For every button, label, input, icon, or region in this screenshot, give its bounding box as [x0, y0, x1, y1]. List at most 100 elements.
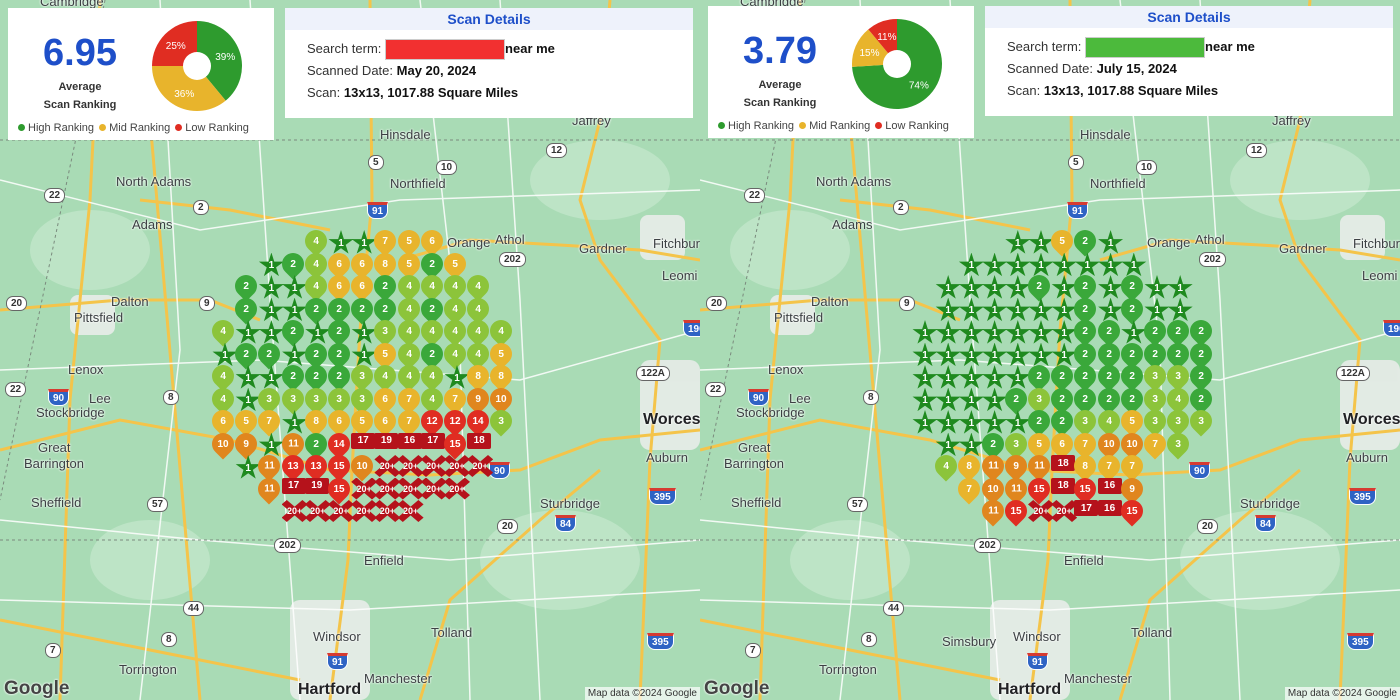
city-label: Lenox [68, 362, 104, 377]
rank-marker[interactable]: 20+ [444, 477, 470, 500]
city-label: Barrington [724, 456, 784, 471]
rank-marker[interactable]: 19 [374, 432, 399, 449]
rank-marker[interactable]: 20+ [420, 455, 447, 477]
rank-marker[interactable]: 20+ [374, 500, 401, 522]
city-label: Auburn [646, 450, 688, 465]
scan-details-title: Scan Details [985, 6, 1393, 28]
city-label: Hartford [298, 681, 362, 698]
route-shield-icon: 90 [1189, 462, 1211, 479]
rank-marker[interactable]: 20+ [374, 455, 401, 477]
route-shield-icon: 2 [193, 200, 209, 215]
rank-marker[interactable]: 17 [420, 432, 445, 449]
ranking-summary-card: 6.95 Average Scan Ranking 39% 36% 25% High… [8, 8, 274, 140]
city-label: Gardner [1279, 241, 1327, 256]
route-shield-icon: 22 [5, 382, 27, 397]
city-label: Torrington [119, 662, 177, 677]
route-shield-icon: 44 [183, 601, 205, 616]
rank-marker[interactable]: 16 [1097, 477, 1122, 494]
route-shield-icon: 90 [748, 389, 770, 406]
rank-marker[interactable]: 17 [1074, 500, 1099, 516]
city-label: Adams [132, 217, 173, 232]
route-shield-icon: 202 [274, 538, 301, 553]
city-label: Athol [495, 232, 525, 247]
route-shield-icon: 8 [861, 632, 877, 647]
average-score-label: Average Scan Ranking [43, 81, 117, 111]
route-shield-icon: 122A [636, 366, 670, 381]
rank-marker[interactable]: 20+ [444, 455, 470, 477]
city-label: Tolland [1131, 625, 1173, 640]
rank-marker[interactable]: 20+ [304, 500, 331, 522]
rank-marker[interactable]: 20+ [1051, 500, 1078, 522]
rank-marker[interactable]: 17 [351, 432, 376, 449]
rank-marker[interactable]: 20+ [351, 477, 378, 500]
city-label: Worcest [643, 411, 700, 428]
donut-slice [197, 21, 242, 101]
rank-marker[interactable]: 18 [1051, 455, 1076, 471]
city-label: Fitchbur [653, 236, 700, 251]
city-label: Sturbridge [540, 496, 600, 511]
rank-marker[interactable]: 20+ [351, 500, 378, 522]
rank-marker[interactable]: 20+ [397, 500, 424, 522]
ranking-legend: High Ranking Mid Ranking Low Ranking [716, 120, 949, 132]
search-term-row: Search term: near me [1007, 36, 1393, 59]
route-shield-icon: 122A [1336, 366, 1370, 381]
map-attribution[interactable]: Map data ©2024 Google [1284, 687, 1400, 700]
city-label: Torrington [819, 662, 877, 677]
rank-marker[interactable]: 17 [281, 477, 306, 494]
route-shield-icon: 10 [1136, 160, 1158, 175]
rank-marker[interactable]: 16 [1097, 500, 1122, 516]
city-label: Manchester [1064, 671, 1132, 686]
city-label: Lee [89, 391, 111, 406]
rank-marker[interactable]: 20+ [397, 455, 424, 477]
scanned-date-row: Scanned Date: July 15, 2024 [1007, 61, 1177, 76]
city-label: Gardner [579, 241, 627, 256]
city-label: Worcest [1343, 411, 1400, 428]
city-label: Tolland [431, 625, 473, 640]
rank-marker[interactable]: 16 [397, 432, 422, 449]
svg-text:39%: 39% [215, 52, 235, 63]
rank-marker[interactable]: 20+ [374, 477, 401, 500]
legend-dot-icon [875, 122, 883, 129]
rank-marker[interactable]: 20+ [397, 477, 424, 500]
city-label: Auburn [1346, 450, 1388, 465]
legend-label: High Ranking [728, 120, 798, 132]
route-shield-icon: 202 [974, 538, 1001, 553]
city-label: Pittsfield [774, 310, 824, 325]
city-label: Lenox [768, 362, 804, 377]
city-label: Jaffrey [1272, 113, 1311, 128]
map-attribution[interactable]: Map data ©2024 Google [584, 687, 700, 700]
rank-marker[interactable]: 20+ [467, 455, 494, 477]
route-shield-icon: 395 [649, 488, 676, 505]
route-shield-icon: 190 [1383, 320, 1400, 337]
legend-dot-icon [99, 124, 107, 131]
rank-marker[interactable]: 19 [304, 477, 329, 494]
city-label: Windsor [1013, 629, 1061, 644]
route-shield-icon: 90 [489, 462, 511, 479]
route-shield-icon: 20 [497, 519, 519, 534]
scan-details-card: Scan Details Search term: near me Scanne… [285, 8, 693, 118]
rank-marker[interactable]: 20+ [420, 477, 447, 500]
route-shield-icon: 5 [368, 155, 384, 170]
route-shield-icon: 2 [893, 200, 909, 215]
route-shield-icon: 12 [546, 143, 568, 158]
city-label: Simsbury [942, 634, 997, 649]
legend-label: High Ranking [28, 122, 98, 134]
route-shield-icon: 190 [683, 320, 700, 337]
city-label: Great [738, 440, 771, 455]
city-label: Leomi [662, 268, 698, 283]
rank-marker[interactable]: 18 [467, 432, 492, 449]
rank-marker[interactable]: 20+ [1028, 500, 1054, 522]
legend-dot-icon [799, 122, 807, 129]
city-label: Windsor [313, 629, 361, 644]
route-shield-icon: 57 [147, 497, 169, 512]
scan-details-title: Scan Details [285, 8, 693, 30]
ranking-summary-card: 3.79 Average Scan Ranking 74% 15% 11% High… [708, 6, 974, 138]
rank-marker[interactable]: 20+ [281, 500, 308, 522]
google-logo: Google [704, 678, 770, 699]
route-shield-icon: 5 [1068, 155, 1084, 170]
city-label: Enfield [1064, 553, 1104, 568]
google-logo: Google [4, 678, 70, 699]
rank-marker[interactable]: 18 [1051, 477, 1076, 494]
route-shield-icon: 91 [367, 202, 389, 219]
rank-marker[interactable]: 20+ [328, 500, 354, 522]
